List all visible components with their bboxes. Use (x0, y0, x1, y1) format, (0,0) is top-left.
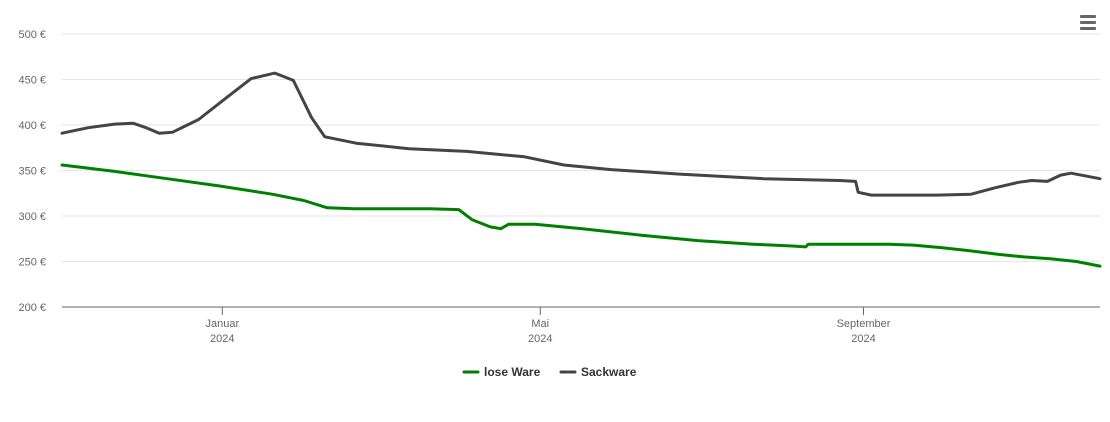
x-axis: Januar 2024 Mai 2024 September 2024 (205, 307, 891, 345)
x-tick-label: Mai (531, 318, 549, 330)
y-tick-label: 400 € (18, 120, 46, 132)
x-tick-year: 2024 (528, 333, 552, 345)
x-tick-year: 2024 (210, 333, 234, 345)
legend-label: Sackware (581, 365, 637, 379)
x-tick-year: 2024 (851, 333, 875, 345)
legend[interactable]: lose Ware Sackware (462, 365, 637, 379)
series-line-0[interactable] (60, 163, 1102, 268)
hamburger-menu-icon[interactable] (1078, 12, 1098, 32)
y-tick-label: 450 € (18, 75, 46, 87)
y-tick-label: 200 € (18, 302, 46, 314)
legend-item-0[interactable]: lose Ware (462, 365, 541, 379)
legend-item-1[interactable]: Sackware (559, 365, 637, 379)
series-lines (60, 71, 1102, 268)
legend-label: lose Ware (484, 365, 541, 379)
y-tick-label: 300 € (18, 211, 46, 223)
x-tick-label: Januar (205, 318, 239, 330)
series-line-1[interactable] (60, 71, 1102, 197)
gridlines (62, 33, 1100, 262)
y-tick-label: 250 € (18, 257, 46, 269)
y-axis: 200 € 250 € 300 € 350 € 400 € 450 € 500 € (18, 29, 46, 314)
y-tick-label: 350 € (18, 166, 46, 178)
y-tick-label: 500 € (18, 29, 46, 41)
x-tick-label: September (837, 318, 891, 330)
